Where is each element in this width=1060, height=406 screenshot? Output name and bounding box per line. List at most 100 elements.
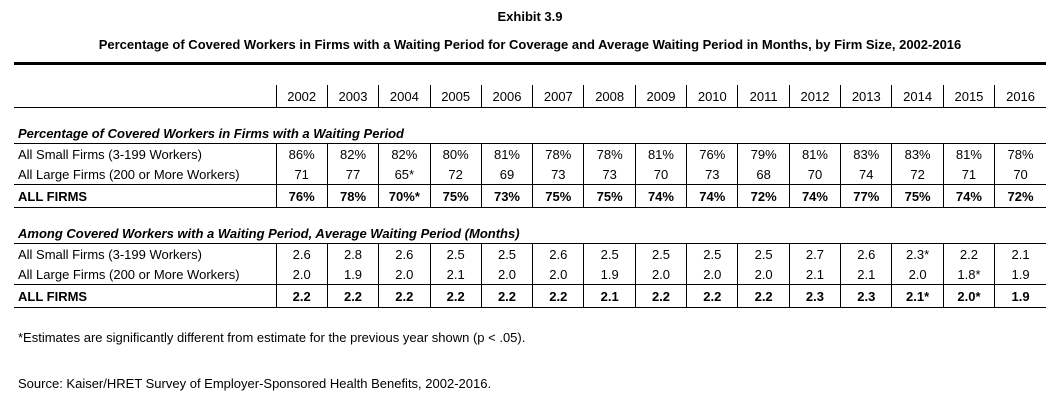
- table-cell: 2.1: [788, 264, 841, 285]
- section-heading-row: Percentage of Covered Workers in Firms w…: [14, 124, 1046, 144]
- table-cell: 2.5: [429, 243, 482, 264]
- table-cell: 2.6: [275, 243, 328, 264]
- year-header: 2012: [788, 85, 841, 108]
- table-cell: 76%: [686, 143, 738, 164]
- table-cell: 2.5: [480, 243, 533, 264]
- table-cell: 2.5: [583, 243, 636, 264]
- total-cell: 73%: [480, 184, 533, 208]
- spacer-row: [14, 208, 1046, 225]
- year-header: 2003: [326, 85, 379, 108]
- total-cell: 2.2: [634, 284, 687, 308]
- year-header-row: 2002 2003 2004 2005 2006 2007 2008 2009 2010 2011…: [14, 85, 1046, 108]
- table-cell: 2.6: [378, 243, 430, 264]
- total-cell: 2.3: [840, 284, 892, 308]
- table-cell: 2.1: [429, 264, 482, 285]
- row-label: All Large Firms (200 or More Workers): [18, 166, 240, 182]
- table-row: All Small Firms (3-199 Workers) 86% 82% 82%…: [14, 143, 1046, 164]
- data-table: 2002 2003 2004 2005 2006 2007 2008 2009 2010 2011…: [14, 85, 1046, 308]
- table-cell: 2.3*: [891, 243, 944, 264]
- total-cell: 77%: [840, 184, 892, 208]
- table-cell: 2.0: [686, 264, 738, 285]
- total-cell: 2.2: [378, 284, 430, 308]
- total-cell: 72%: [994, 184, 1046, 208]
- top-rule: [14, 62, 1046, 65]
- year-header: 2010: [686, 85, 738, 108]
- year-header: 2013: [840, 85, 892, 108]
- total-cell: 75%: [891, 184, 944, 208]
- year-header: 2016: [994, 85, 1046, 108]
- total-cell: 2.3: [788, 284, 841, 308]
- total-cell: 1.9: [994, 284, 1046, 308]
- year-header: 2002: [275, 85, 328, 108]
- table-cell: 72: [891, 164, 944, 185]
- total-cell: 2.1: [583, 284, 636, 308]
- table-cell: 68: [737, 164, 790, 185]
- table-cell: 77: [326, 164, 379, 185]
- year-header: 2014: [891, 85, 944, 108]
- table-cell: 2.1: [994, 243, 1046, 264]
- row-label: All Large Firms (200 or More Workers): [18, 266, 240, 282]
- spacer-row: [14, 108, 1046, 125]
- table-cell: 2.0: [634, 264, 687, 285]
- table-cell: 79%: [737, 143, 790, 164]
- table-row: All Large Firms (200 or More Workers) 2.0…: [14, 264, 1046, 285]
- table-cell: 81%: [480, 143, 533, 164]
- total-cell: 2.1*: [891, 284, 944, 308]
- source-note: Source: Kaiser/HRET Survey of Employer-S…: [18, 376, 492, 391]
- year-header: 2015: [942, 85, 995, 108]
- table-cell: 70: [788, 164, 841, 185]
- table-cell: 2.1: [840, 264, 892, 285]
- table-cell: 1.9: [326, 264, 379, 285]
- total-cell: 2.2: [429, 284, 482, 308]
- total-row: ALL FIRMS 76% 78% 70%* 75% 73% 75% 75% 74% 74% 72%…: [14, 184, 1046, 208]
- table-cell: 86%: [275, 143, 328, 164]
- total-cell: 74%: [942, 184, 995, 208]
- table-cell: 2.0: [737, 264, 790, 285]
- total-cell: 78%: [326, 184, 379, 208]
- section-heading: Among Covered Workers with a Waiting Per…: [14, 224, 1046, 244]
- table-cell: 2.5: [634, 243, 687, 264]
- table-row: All Large Firms (200 or More Workers) 71 7…: [14, 164, 1046, 185]
- table-cell: 1.9: [583, 264, 636, 285]
- year-header: 2009: [634, 85, 687, 108]
- table-cell: 2.0: [378, 264, 430, 285]
- total-label: ALL FIRMS: [14, 184, 277, 208]
- total-cell: 2.0*: [942, 284, 995, 308]
- total-cell: 75%: [583, 184, 636, 208]
- total-row: ALL FIRMS 2.2 2.2 2.2 2.2 2.2 2.2 2.1 2.2 2.2 2.2 2…: [14, 284, 1046, 308]
- header-corner: [14, 85, 277, 108]
- total-cell: 76%: [275, 184, 328, 208]
- table-cell: 70: [994, 164, 1046, 185]
- total-cell: 2.2: [275, 284, 328, 308]
- table-cell: 70: [634, 164, 687, 185]
- table-cell: 1.9: [994, 264, 1046, 285]
- year-header: 2004: [378, 85, 430, 108]
- table-cell: 2.2: [942, 243, 995, 264]
- total-cell: 75%: [429, 184, 482, 208]
- total-cell: 2.2: [686, 284, 738, 308]
- table-cell: 2.6: [532, 243, 584, 264]
- table-cell: 2.8: [326, 243, 379, 264]
- table-cell: 73: [583, 164, 636, 185]
- section-heading: Percentage of Covered Workers in Firms w…: [14, 124, 1046, 144]
- total-cell: 2.2: [737, 284, 790, 308]
- table-cell: 82%: [378, 143, 430, 164]
- table-cell: 1.8*: [942, 264, 995, 285]
- table-cell: 73: [686, 164, 738, 185]
- section-heading-row: Among Covered Workers with a Waiting Per…: [14, 224, 1046, 244]
- table-cell: 81%: [788, 143, 841, 164]
- year-header: 2005: [429, 85, 482, 108]
- table-cell: 81%: [942, 143, 995, 164]
- table-cell: 2.0: [891, 264, 944, 285]
- year-header: 2011: [737, 85, 790, 108]
- total-cell: 2.2: [532, 284, 584, 308]
- table-title: Percentage of Covered Workers in Firms w…: [98, 37, 962, 52]
- total-cell: 75%: [532, 184, 584, 208]
- table-cell: 78%: [994, 143, 1046, 164]
- year-header: 2006: [480, 85, 533, 108]
- total-cell: 70%*: [378, 184, 430, 208]
- table-cell: 2.0: [532, 264, 584, 285]
- table-cell: 2.5: [686, 243, 738, 264]
- total-cell: 74%: [634, 184, 687, 208]
- table-cell: 83%: [840, 143, 892, 164]
